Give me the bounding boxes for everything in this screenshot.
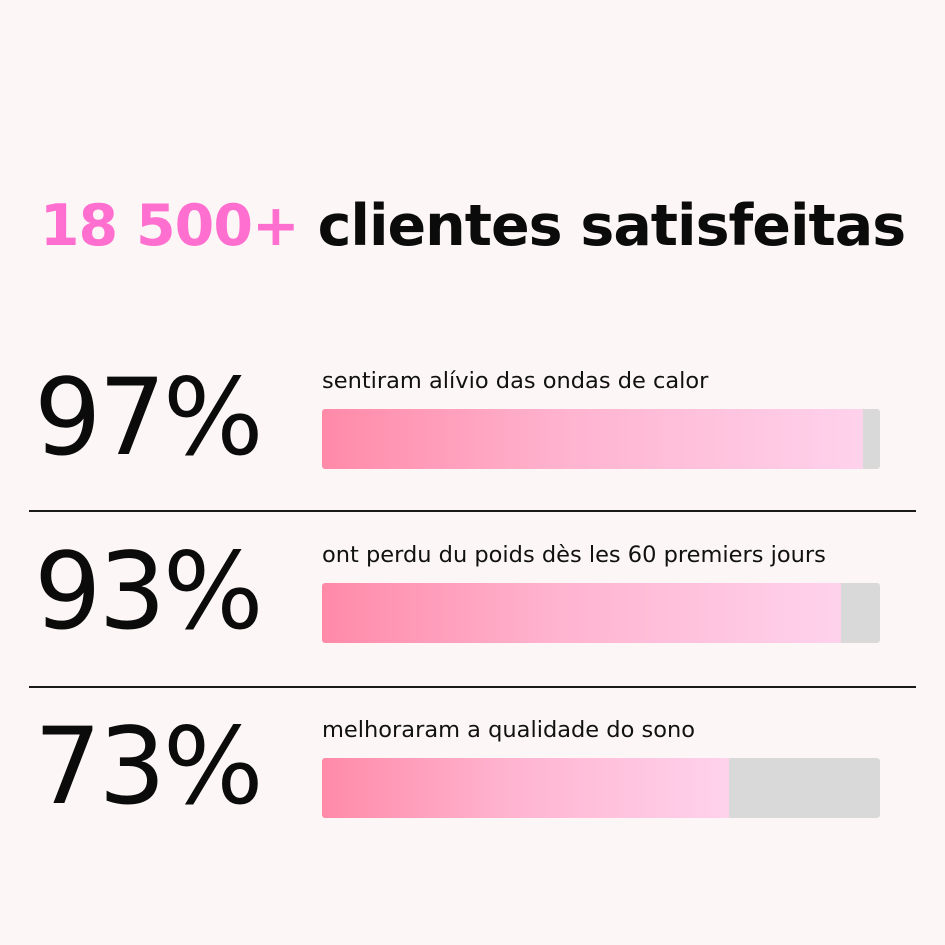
- progress-bar-track: [322, 583, 880, 643]
- progress-bar-track: [322, 758, 880, 818]
- headline: 18 500+ clientes satisfeitas: [0, 191, 945, 261]
- stat-description: sentiram alívio das ondas de calor: [322, 368, 709, 394]
- headline-customer-count: 18 500+: [39, 193, 300, 259]
- stat-percent: 97%: [34, 356, 264, 479]
- stat-percent: 93%: [34, 530, 264, 653]
- divider: [29, 686, 916, 688]
- progress-bar-fill: [322, 758, 730, 818]
- progress-bar-fill: [322, 409, 864, 469]
- stat-row-hot-flash-relief: 97% sentiram alívio das ondas de calor: [0, 348, 945, 488]
- stat-description: ont perdu du poids dès les 60 premiers j…: [322, 542, 826, 568]
- stat-description: melhoraram a qualidade do sono: [322, 717, 696, 743]
- headline-text: clientes satisfeitas: [317, 193, 907, 259]
- progress-bar-track: [322, 409, 880, 469]
- stat-percent: 73%: [34, 705, 264, 828]
- stat-row-sleep-quality: 73% melhoraram a qualidade do sono: [0, 697, 945, 837]
- divider: [29, 510, 916, 512]
- progress-bar-fill: [322, 583, 841, 643]
- stat-row-weight-loss: 93% ont perdu du poids dès les 60 premie…: [0, 522, 945, 662]
